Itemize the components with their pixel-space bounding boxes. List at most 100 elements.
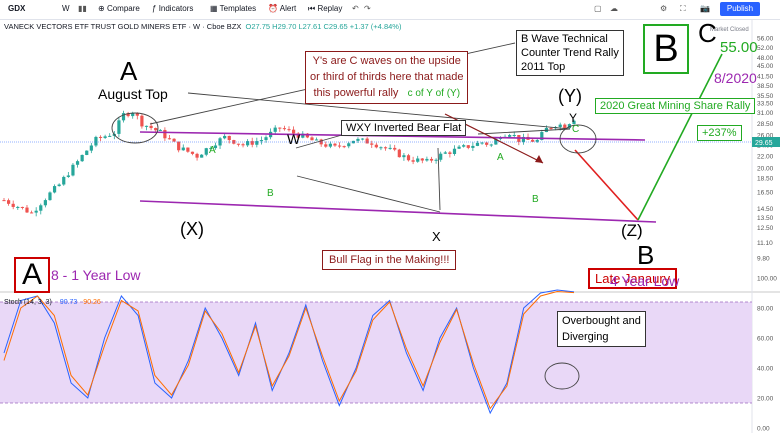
wxy-line-4 [477,128,571,135]
label-a-green-1: A [209,145,216,156]
indicators-label: Indicators [158,4,194,13]
plus-circle-icon: ⊕ [98,4,105,13]
candle-body [103,136,107,138]
ohlc-values: O27.75 H29.70 L27.61 C29.65 +1.37 (+4.84… [245,22,402,31]
candle-body [273,127,277,132]
candle-body [89,145,93,151]
label-b-bottom: B [637,240,655,270]
bull-flag-box: Bull Flag in the Making!!! [322,250,457,270]
candle-body [457,146,461,149]
candle-body [420,158,424,161]
bar-style-icon[interactable]: ▮▮ [78,4,87,13]
stoch-axis: 100.00 80.00 60.00 40.00 20.00 0.00 [757,276,777,433]
fullscreen-box-icon[interactable]: ▢ [594,4,602,13]
symbol-name: VANECK VECTORS ETF TRUST GOLD MINERS ETF… [4,22,242,31]
candle-body [11,203,15,207]
compare-button[interactable]: ⊕ Compare [98,4,140,13]
candle-body [75,161,80,165]
symbol-search[interactable]: GDX [8,4,26,13]
candle-body [494,138,498,145]
candle-body [337,145,342,147]
upper-trendline [139,131,646,141]
publish-button[interactable]: Publish [720,2,760,16]
candle-body [351,140,355,144]
candle-body [163,129,167,139]
rewind-icon: ⏮ [308,4,316,13]
big-b-box: B [643,24,689,74]
stoch-tick-label: 40.00 [757,366,774,373]
candle-body [402,155,406,158]
stoch-d-value: 90.26 [83,299,101,306]
wxy-line-3 [437,147,441,211]
candle-body [558,124,562,127]
alert-button[interactable]: ⏰ Alert [268,4,296,13]
candle-body [365,138,369,144]
candle-body [480,142,484,144]
candle-body [80,154,84,162]
candle-body [154,128,158,131]
candle-body [121,113,126,121]
candle-body [200,154,204,158]
wxy-line-1 [295,134,343,149]
candle-body [144,125,149,127]
label-b-green-2: B [532,194,539,205]
price-tick-label: 52.00 [757,45,774,52]
stoch-series-k [3,289,575,415]
candle-body [20,206,24,208]
redo-icon[interactable]: ↷ [364,4,371,13]
price-tick-label: 26.00 [757,132,774,139]
candle-body [177,141,181,151]
cloud-icon[interactable]: ☁ [610,4,618,13]
stoch-top-circle [544,362,580,390]
candle-body [66,175,70,177]
interval-button[interactable]: W [62,4,70,13]
candle-body [241,144,245,146]
candle-body [462,145,466,147]
lower-trendline [139,200,657,223]
big-a-box: A [14,257,50,293]
indicators-button[interactable]: ƒ Indicators [152,4,193,13]
candle-body [347,143,351,147]
candle-body [39,205,43,211]
fx-icon: ƒ [152,4,157,13]
candle-body [62,176,66,185]
replay-label: Replay [317,4,343,13]
candle-body [508,135,512,137]
templates-button[interactable]: ▦ Templates [210,4,256,13]
candle-body [471,145,475,148]
august-top-line [187,92,571,130]
candle-body [383,147,388,149]
price-tick-label: 35.50 [757,93,774,100]
candle-body [324,144,328,147]
camera-icon[interactable]: 📷 [700,4,710,13]
candle-body [204,148,208,155]
candle-body [443,152,447,154]
candle-body [167,138,172,140]
candle-body [434,159,438,161]
replay-button[interactable]: ⏮ Replay [308,4,342,14]
candle-body [259,140,264,142]
candle-body [186,147,190,152]
candle-body [57,184,61,187]
candle-body [379,147,383,149]
candle-body [34,210,38,213]
last-price-tag [752,137,780,147]
candle-body [140,115,144,127]
price-tick-label: 56.00 [757,36,774,43]
stoch-k-value: 90.73 [59,299,78,306]
candle-body [6,200,11,204]
candle-body [489,144,493,146]
candle-body [158,129,162,131]
undo-icon[interactable]: ↶ [352,4,359,13]
label-four-year-low: 4 Year Low [610,273,680,289]
stoch-tick-label: 20.00 [757,396,774,403]
stoch-legend: Stoch (14, 3, 3) 90.73 90.26 [4,299,101,306]
candle-body [195,153,199,158]
stoch-lines-layer [3,289,575,415]
gear-icon[interactable]: ⚙ [660,4,668,13]
label-w: W [287,131,301,147]
candle-body [131,113,135,117]
candle-body [374,144,378,148]
expand-icon[interactable]: ⛶ [680,4,686,13]
label-a-top: A [120,56,138,86]
